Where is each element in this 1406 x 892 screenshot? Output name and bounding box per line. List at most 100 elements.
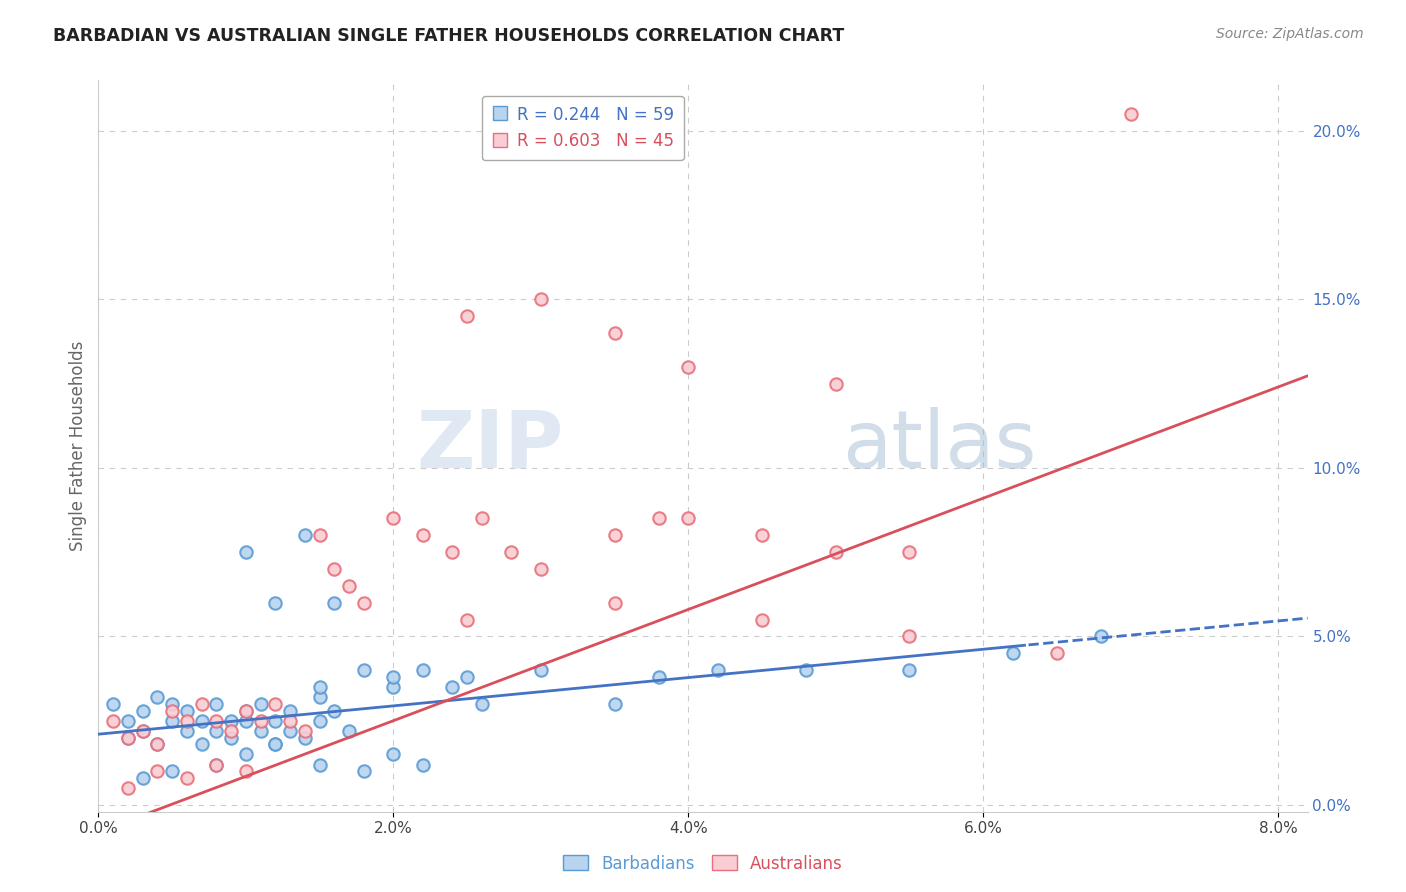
Point [382, 511, 405, 525]
Point [441, 680, 464, 694]
Point [308, 714, 330, 728]
Point [353, 764, 375, 779]
Point [412, 757, 434, 772]
Point [278, 704, 301, 718]
Point [117, 714, 139, 728]
Point [101, 714, 124, 728]
Point [249, 714, 271, 728]
Point [337, 723, 360, 738]
Point [205, 714, 228, 728]
Point [530, 562, 553, 576]
Point [117, 781, 139, 796]
Point [706, 663, 728, 677]
Point [190, 714, 212, 728]
Point [308, 528, 330, 542]
Point [176, 723, 198, 738]
Point [382, 747, 405, 762]
Text: Source: ZipAtlas.com: Source: ZipAtlas.com [1216, 27, 1364, 41]
Point [264, 737, 287, 751]
Point [308, 690, 330, 705]
Point [176, 714, 198, 728]
Point [264, 737, 287, 751]
Point [176, 704, 198, 718]
Point [603, 528, 626, 542]
Point [249, 697, 271, 711]
Point [412, 663, 434, 677]
Point [264, 697, 287, 711]
Point [471, 697, 494, 711]
Point [146, 690, 169, 705]
Point [308, 680, 330, 694]
Point [160, 764, 183, 779]
Point [146, 737, 169, 751]
Point [603, 697, 626, 711]
Point [456, 310, 478, 324]
Point [264, 714, 287, 728]
Point [117, 731, 139, 745]
Point [678, 359, 700, 374]
Point [278, 714, 301, 728]
Point [1090, 630, 1112, 644]
Point [308, 757, 330, 772]
Point [249, 723, 271, 738]
Point [205, 697, 228, 711]
Text: atlas: atlas [842, 407, 1036, 485]
Point [146, 764, 169, 779]
Point [264, 596, 287, 610]
Point [898, 663, 921, 677]
Point [382, 670, 405, 684]
Point [235, 704, 257, 718]
Legend: R = 0.244   N = 59, R = 0.603   N = 45: R = 0.244 N = 59, R = 0.603 N = 45 [482, 96, 683, 161]
Point [235, 704, 257, 718]
Point [235, 747, 257, 762]
Point [1046, 646, 1069, 660]
Point [219, 723, 242, 738]
Point [412, 528, 434, 542]
Point [794, 663, 817, 677]
Point [235, 764, 257, 779]
Point [1119, 107, 1142, 121]
Point [131, 723, 153, 738]
Point [278, 723, 301, 738]
Point [648, 511, 671, 525]
Point [235, 545, 257, 559]
Point [117, 731, 139, 745]
Point [337, 579, 360, 593]
Point [160, 697, 183, 711]
Point [530, 293, 553, 307]
Point [323, 596, 346, 610]
Point [131, 771, 153, 785]
Point [898, 545, 921, 559]
Point [1001, 646, 1024, 660]
Point [456, 670, 478, 684]
Point [235, 714, 257, 728]
Point [530, 663, 553, 677]
Point [160, 704, 183, 718]
Point [131, 723, 153, 738]
Point [353, 596, 375, 610]
Point [501, 545, 523, 559]
Point [205, 723, 228, 738]
Point [205, 757, 228, 772]
Point [824, 376, 846, 391]
Point [441, 545, 464, 559]
Point [471, 511, 494, 525]
Point [323, 704, 346, 718]
Point [456, 613, 478, 627]
Point [382, 680, 405, 694]
Text: BARBADIAN VS AUSTRALIAN SINGLE FATHER HOUSEHOLDS CORRELATION CHART: BARBADIAN VS AUSTRALIAN SINGLE FATHER HO… [53, 27, 845, 45]
Point [898, 630, 921, 644]
Point [751, 613, 773, 627]
Point [294, 731, 316, 745]
Point [648, 670, 671, 684]
Point [176, 771, 198, 785]
Legend: Barbadians, Australians: Barbadians, Australians [557, 848, 849, 880]
Point [603, 326, 626, 340]
Point [603, 596, 626, 610]
Point [294, 528, 316, 542]
Point [131, 704, 153, 718]
Text: ZIP: ZIP [416, 407, 564, 485]
Point [751, 528, 773, 542]
Point [219, 714, 242, 728]
Point [190, 697, 212, 711]
